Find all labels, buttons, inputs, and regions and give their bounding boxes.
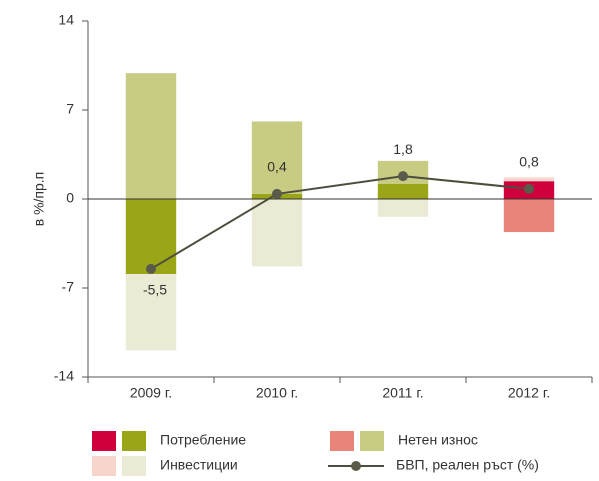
x-tick-label: 2009 г. bbox=[130, 385, 172, 401]
line-marker bbox=[272, 188, 282, 199]
legend-swatch bbox=[330, 431, 354, 451]
y-tick-label: -14 bbox=[54, 368, 74, 384]
line-marker bbox=[398, 171, 408, 182]
x-tick-label: 2010 г. bbox=[256, 385, 298, 401]
line bbox=[150, 175, 530, 270]
legend-swatch bbox=[122, 431, 146, 451]
bar-segment bbox=[251, 121, 303, 194]
legend-label: Инвестиции bbox=[160, 457, 238, 473]
x-tick-label: 2011 г. bbox=[382, 385, 423, 401]
data-label: 0,4 bbox=[267, 159, 287, 175]
legend-swatch bbox=[360, 431, 384, 451]
legend-label: Нетен износ bbox=[398, 432, 478, 448]
legend-swatch bbox=[92, 456, 116, 476]
legend-label: Потребление bbox=[160, 432, 246, 448]
bar-segment bbox=[503, 177, 555, 182]
y-tick-label: 0 bbox=[66, 190, 74, 206]
y-tick-label: -7 bbox=[62, 279, 75, 295]
bar-segment bbox=[377, 199, 429, 217]
bar-segment bbox=[125, 274, 177, 351]
bar-segment bbox=[377, 183, 429, 199]
data-label: 0,8 bbox=[519, 154, 539, 170]
legend-label: БВП, реален ръст (%) bbox=[396, 457, 539, 473]
line-marker bbox=[146, 263, 156, 274]
legend-marker bbox=[351, 461, 361, 471]
y-axis-label: в %/пр.п bbox=[31, 172, 47, 227]
data-label: 1,8 bbox=[393, 141, 413, 157]
bar-segment bbox=[125, 199, 177, 275]
y-tick-label: 14 bbox=[58, 12, 74, 28]
line-marker bbox=[524, 183, 534, 194]
y-tick-label: 7 bbox=[66, 101, 74, 117]
bar-segment bbox=[503, 199, 555, 233]
x-tick-label: 2012 г. bbox=[508, 385, 550, 401]
legend-swatch bbox=[92, 431, 116, 451]
data-label: -5,5 bbox=[143, 282, 167, 298]
bar-segment bbox=[251, 199, 303, 267]
legend-swatch bbox=[122, 456, 146, 476]
bar-segment bbox=[125, 73, 177, 199]
